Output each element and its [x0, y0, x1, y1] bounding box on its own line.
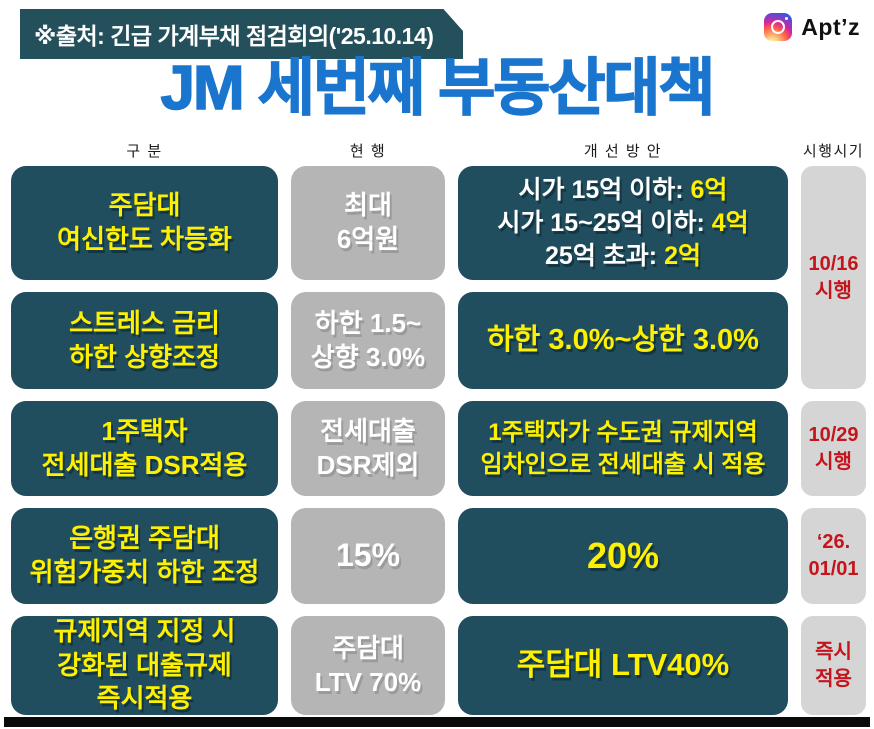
brand: Apt’z	[764, 13, 860, 41]
text-line: 시행	[815, 450, 852, 473]
text-line: 적용	[815, 667, 852, 690]
table-header-row: 구 분 현 행 개 선 방 안 시행시기	[11, 139, 866, 161]
text-line: 상향 3.0%	[310, 341, 426, 372]
instagram-lens	[771, 20, 786, 34]
bottom-divider-bar	[4, 717, 870, 727]
text-line: LTV 70%	[314, 666, 422, 697]
current-cell-row2: 하한 1.5~ 상향 3.0%	[291, 292, 445, 389]
text-line: 시가 15~25억 이하: 4억	[497, 207, 748, 240]
category-cell-row4: 은행권 주담대 위험가중치 하한 조정	[11, 508, 278, 604]
text-line: 위험가중치 하한 조정	[29, 557, 260, 587]
text-line: 25억 초과: 2억	[545, 240, 701, 273]
column-header-improvement: 개 선 방 안	[583, 142, 663, 160]
instagram-icon	[764, 13, 793, 41]
highlight-part: 4억	[711, 208, 749, 237]
text-line: 1주택자	[101, 415, 188, 446]
improvement-cell-row3: 1주택자가 수도권 규제지역 임차인으로 전세대출 시 적용	[458, 401, 788, 496]
text-line: 6억원	[336, 224, 400, 254]
text-line: 여신한도 차등화	[57, 224, 232, 254]
category-cell-row1: 주담대 여신한도 차등화	[11, 166, 278, 280]
text-line: 시가 15억 이하: 6억	[519, 174, 728, 207]
highlight-part: 2억	[664, 241, 701, 270]
instagram-flash-dot	[784, 16, 789, 20]
text-line: 즉시적용	[96, 683, 193, 714]
text-line: 전세대출	[320, 415, 416, 446]
text-line: 시행	[815, 279, 852, 302]
text-line: 즉시	[815, 640, 852, 663]
text-line: ‘26.	[816, 531, 851, 553]
text-line: 하한 3.0%~상한 3.0%	[487, 323, 759, 356]
column-header-category: 구 분	[126, 142, 163, 160]
text-part: 시가 15~25억 이하:	[497, 208, 712, 237]
page-title: JM 세번째 부동산대책	[160, 53, 716, 124]
text-line: 01/01	[808, 558, 859, 580]
text-line: 스트레스 금리	[69, 307, 220, 338]
improvement-cell-row1: 시가 15억 이하: 6억 시가 15~25억 이하: 4억 25억 초과: 2…	[458, 166, 788, 280]
column-header-current: 현 행	[349, 142, 387, 160]
column-header-schedule: 시행시기	[802, 142, 865, 160]
text-part: 25억 초과:	[545, 241, 665, 270]
text-line: 임차인으로 전세대출 시 적용	[480, 450, 766, 478]
text-line: 주담대	[108, 190, 181, 221]
current-cell-row5: 주담대 LTV 70%	[291, 616, 445, 715]
text-line: 강화된 대출규제	[57, 649, 232, 680]
source-banner: ※출처: 긴급 가계부채 점검회의('25.10.14)	[20, 9, 463, 59]
improvement-cell-row4: 20%	[458, 508, 788, 604]
text-line: DSR제외	[316, 449, 420, 480]
current-cell-row4: 15%	[291, 508, 445, 604]
text-line: 최대	[344, 190, 392, 221]
highlight-part: 6억	[690, 175, 728, 204]
text-line: 10/29	[808, 423, 859, 446]
schedule-cell-rows1-2: 10/16 시행	[801, 166, 866, 389]
category-cell-row3: 1주택자 전세대출 DSR적용	[11, 401, 278, 496]
text-line: 주담대 LTV40%	[516, 647, 730, 683]
text-line: 주담대	[332, 632, 404, 663]
text-line: 15%	[335, 537, 401, 574]
text-line: 20%	[586, 534, 660, 576]
improvement-cell-row5: 주담대 LTV40%	[458, 616, 788, 715]
schedule-cell-row3: 10/29 시행	[801, 401, 866, 496]
text-line: 1주택자가 수도권 규제지역	[488, 419, 758, 447]
table-body: 주담대 여신한도 차등화 최대 6억원 시가 15억 이하: 6억 시가 15~…	[11, 166, 866, 715]
current-cell-row1: 최대 6억원	[291, 166, 445, 280]
current-cell-row3: 전세대출 DSR제외	[291, 401, 445, 496]
category-cell-row2: 스트레스 금리 하한 상향조정	[11, 292, 278, 389]
schedule-cell-row4: ‘26. 01/01	[801, 508, 866, 604]
text-line: 하한 상향조정	[69, 341, 220, 372]
text-line: 하한 1.5~	[314, 307, 422, 338]
source-banner-text: ※출처: 긴급 가계부채 점검회의('25.10.14)	[34, 23, 434, 49]
category-cell-row5: 규제지역 지정 시 강화된 대출규제 즉시적용	[11, 616, 278, 715]
text-line: 규제지역 지정 시	[53, 615, 236, 646]
improvement-cell-row2: 하한 3.0%~상한 3.0%	[458, 292, 788, 389]
text-line: 은행권 주담대	[69, 523, 220, 554]
text-line: 전세대출 DSR적용	[41, 449, 248, 480]
text-line: 10/16	[808, 252, 859, 275]
schedule-cell-row5: 즉시 적용	[801, 616, 866, 715]
brand-name: Apt’z	[801, 13, 860, 40]
text-part: 시가 15억 이하:	[518, 175, 691, 204]
